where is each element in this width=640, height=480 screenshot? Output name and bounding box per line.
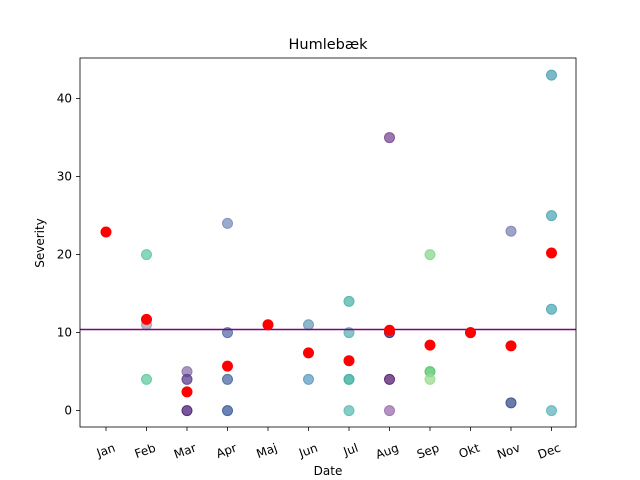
chart-title: Humlebæk	[288, 37, 368, 53]
monthly-mean-point	[343, 355, 355, 367]
data-point	[384, 132, 395, 144]
data-point	[141, 249, 152, 261]
y-tick-label: 10	[57, 326, 72, 340]
y-tick-label: 0	[64, 404, 72, 418]
monthly-mean-point	[262, 319, 274, 331]
monthly-mean-point	[505, 340, 517, 352]
data-point	[343, 373, 355, 385]
x-tick-label: Okt	[457, 441, 482, 461]
x-tick-label: Jul	[341, 441, 360, 459]
monthly-mean-point	[141, 313, 152, 325]
monthly-mean-point	[100, 226, 112, 238]
y-tick-label: 20	[57, 248, 72, 262]
monthly-mean-point	[303, 347, 314, 359]
data-point	[222, 373, 233, 385]
plot-area	[80, 69, 576, 417]
x-tick-label: Jun	[296, 441, 319, 461]
x-tick-label: Jan	[94, 441, 117, 461]
data-point	[384, 405, 395, 417]
axes-frame	[79, 57, 577, 428]
data-point	[303, 319, 314, 331]
data-point	[505, 225, 517, 237]
monthly-mean-point	[222, 360, 233, 372]
monthly-mean-point	[384, 324, 395, 336]
data-point	[181, 373, 193, 385]
data-point	[343, 295, 355, 307]
data-point	[222, 405, 233, 417]
x-axis-label: Date	[314, 464, 343, 478]
x-tick-label: Apr	[214, 441, 238, 461]
data-point	[546, 210, 557, 222]
data-point	[505, 397, 517, 409]
monthly-mean-point	[181, 386, 193, 398]
data-point	[141, 373, 152, 385]
data-point	[384, 373, 395, 385]
data-point	[181, 405, 193, 417]
data-point	[546, 69, 557, 81]
x-tick-label: Maj	[254, 441, 279, 461]
data-point	[546, 303, 557, 315]
data-point	[303, 373, 314, 385]
data-point	[424, 249, 436, 261]
data-point	[546, 405, 557, 417]
data-point	[222, 217, 233, 229]
monthly-mean-point	[546, 247, 557, 259]
y-tick-label: 40	[57, 92, 72, 106]
y-axis-label: Severity	[33, 218, 47, 268]
monthly-mean-point	[465, 327, 476, 339]
data-point	[424, 373, 436, 385]
x-tick-label: Feb	[133, 441, 158, 461]
y-tick-label: 30	[57, 170, 72, 184]
data-point	[343, 405, 355, 417]
monthly-mean-point	[424, 339, 436, 351]
